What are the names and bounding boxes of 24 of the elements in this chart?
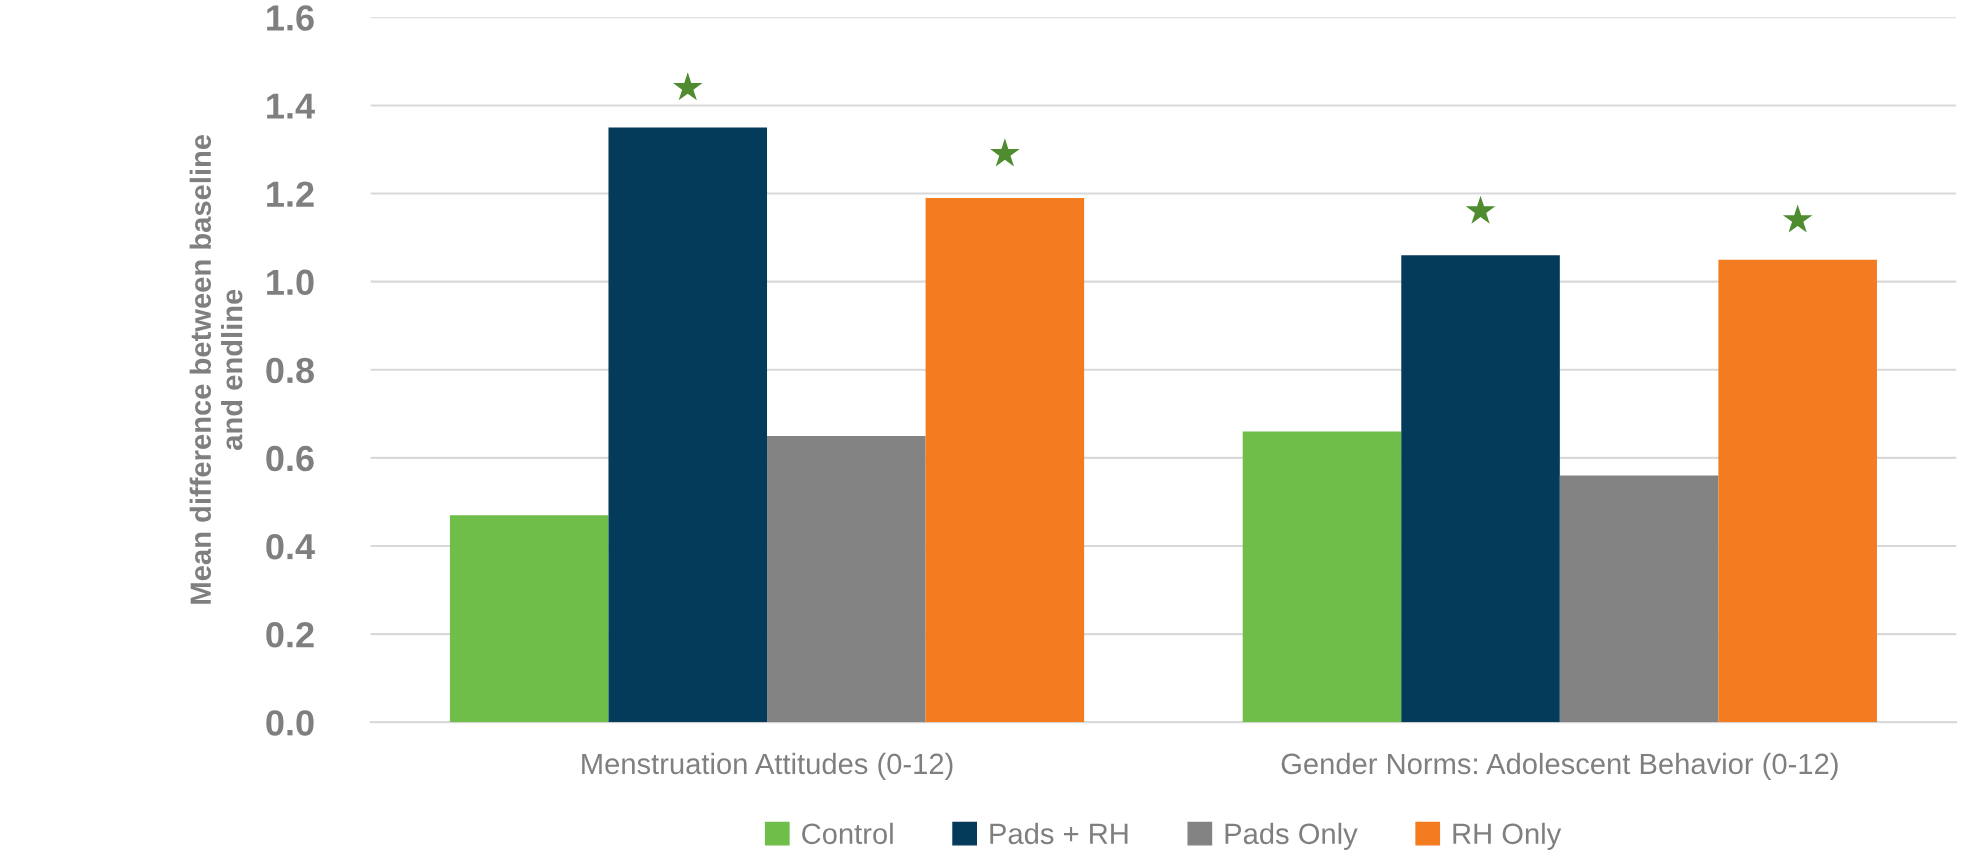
legend-label: Control xyxy=(802,822,893,845)
x-tick-label: Menstruation Attitudes (0-12) xyxy=(582,752,953,781)
bar xyxy=(1242,431,1402,723)
legend-label: Pads Only xyxy=(1225,822,1358,850)
bar xyxy=(1401,255,1560,723)
y-tick-label: 1.4 xyxy=(267,93,315,119)
y-tick-label: 1.2 xyxy=(267,181,314,207)
bar xyxy=(1718,259,1877,723)
y-tick-label: 0.2 xyxy=(266,622,314,648)
bar xyxy=(925,197,1085,723)
bar xyxy=(449,515,609,723)
y-tick-label: 1.0 xyxy=(267,269,314,296)
legend-label: Pads + RH xyxy=(990,822,1128,845)
x-tick-label: Gender Norms: Adolescent Behavior (0-12) xyxy=(1281,752,1838,781)
legend-label: RH Only xyxy=(1453,822,1562,850)
bar xyxy=(608,127,768,723)
bar xyxy=(1559,475,1719,723)
y-tick-label: 0.0 xyxy=(266,710,314,736)
y-tick-label: 0.6 xyxy=(266,445,314,472)
y-tick-label: 0.4 xyxy=(266,533,315,560)
y-tick-label: 1.6 xyxy=(267,5,314,31)
bar xyxy=(767,435,926,723)
y-tick-label: 0.8 xyxy=(266,357,314,384)
y-axis-title: Mean difference between baseline and endline xyxy=(189,134,243,604)
